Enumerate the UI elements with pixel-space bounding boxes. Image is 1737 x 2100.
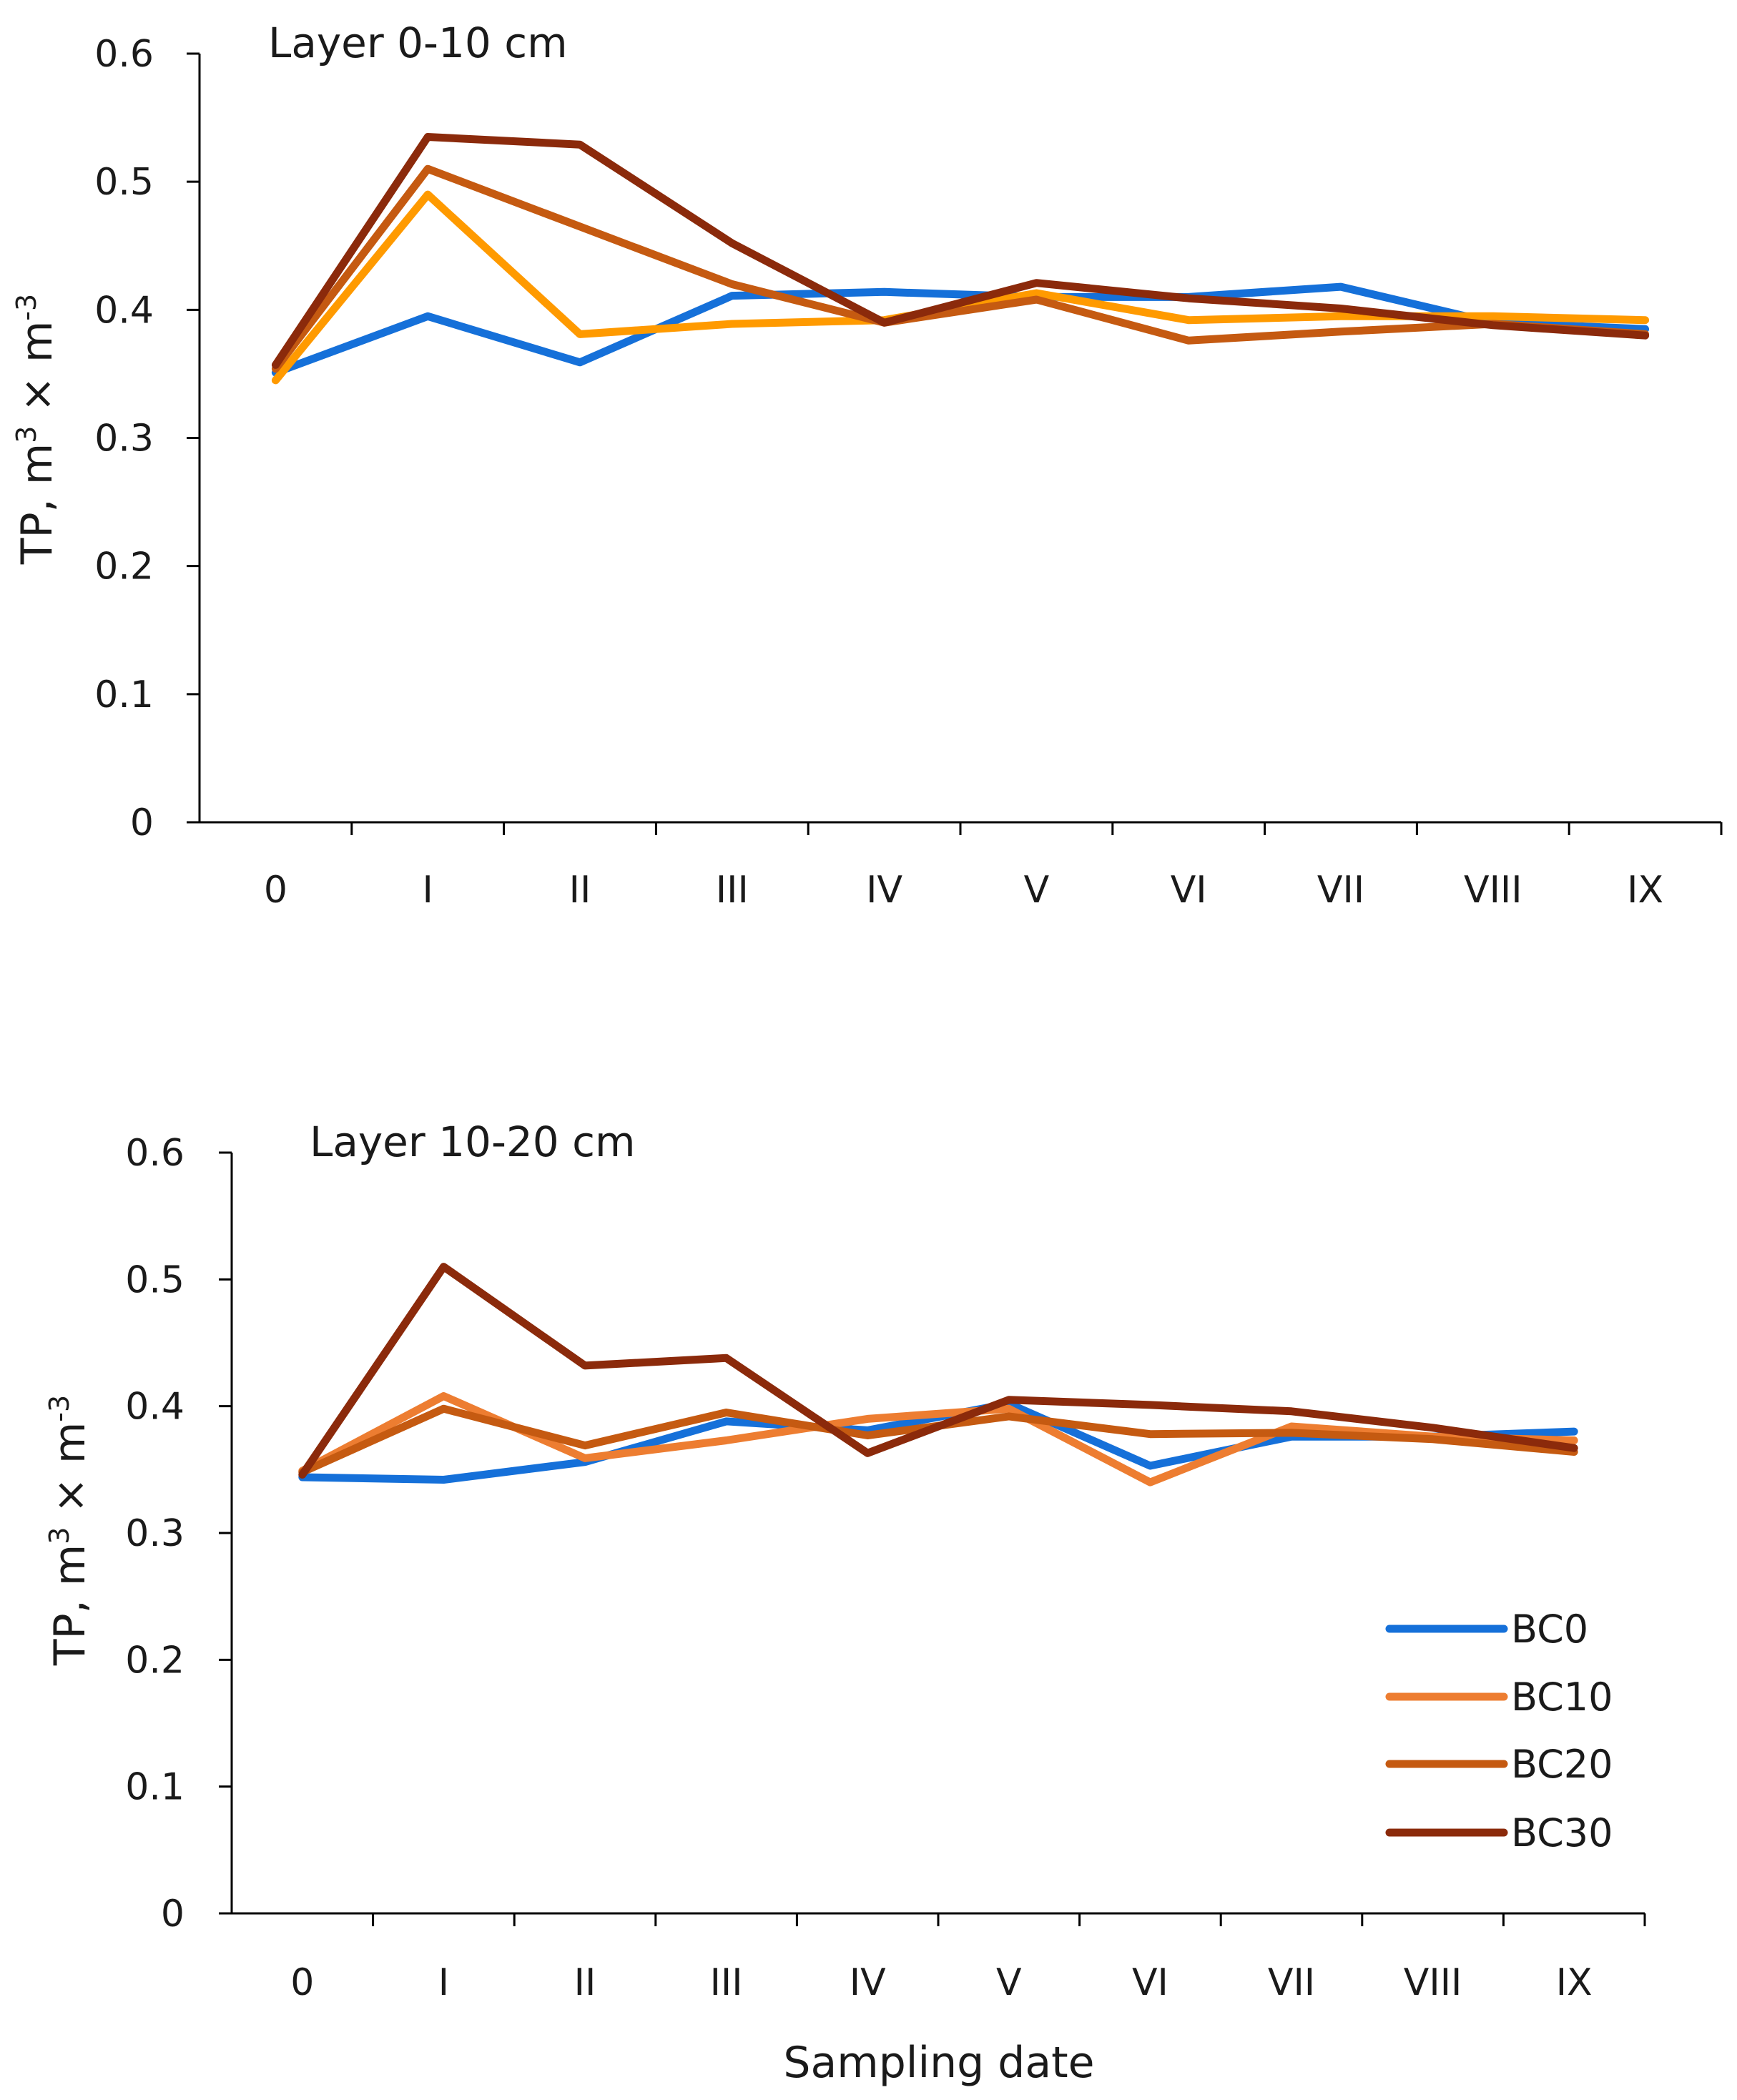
- series-line-bc0: [271, 282, 1650, 377]
- y-tick-label: 0.5: [94, 161, 154, 204]
- x-tick-label: VI: [1171, 869, 1207, 912]
- axes: 00.10.20.30.40.50.60 I II III IV V VI VII VIII IX: [94, 33, 1723, 912]
- legend-label-bc30: BC30: [1511, 1810, 1613, 1855]
- y-tick-label: 0: [130, 802, 154, 844]
- series-line-bc20: [271, 164, 1650, 373]
- legend-label-bc20: BC20: [1511, 1742, 1613, 1787]
- x-tick-label: II: [574, 1961, 596, 2004]
- x-tick-label: V: [996, 1961, 1022, 2004]
- x-tick-label: IX: [1627, 869, 1663, 912]
- x-tick-label: VII: [1317, 869, 1364, 912]
- y-tick-label: 0.6: [125, 1132, 184, 1175]
- x-tick-label: IV: [866, 869, 902, 912]
- axes: 00.10.20.30.40.50.60 I II III IV V VI VII VIII IX: [125, 1132, 1646, 2004]
- y-tick-label: 0.5: [125, 1258, 184, 1301]
- x-tick-label: IV: [850, 1961, 886, 2004]
- legend: BC0 BC10 BC20 BC30: [1385, 1607, 1613, 1855]
- x-tick-label: III: [710, 1961, 743, 2004]
- y-tick-label: 0.2: [94, 546, 154, 588]
- x-tick-label: VIII: [1404, 1961, 1462, 2004]
- y-tick-label: 0: [161, 1893, 184, 1936]
- series-line-bc10: [271, 190, 1650, 385]
- panel-layer-0-10: Layer 0-10 cm TP, m3 × m-3 0 0.1 0.2 0.3 0.4…: [11, 19, 1723, 912]
- series-line-bc30: [298, 1263, 1578, 1479]
- panel-title: Layer 0-10 cm: [268, 19, 568, 67]
- series-line-bc30: [271, 133, 1650, 369]
- y-tick-label: 0.2: [125, 1639, 184, 1682]
- x-tick-label: III: [716, 869, 749, 912]
- y-tick-label: 0.1: [94, 674, 154, 716]
- x-tick-label: 0: [290, 1961, 314, 2004]
- y-tick-label: 0.1: [125, 1766, 184, 1809]
- x-tick-label: IX: [1556, 1961, 1593, 2004]
- x-axis-title: Sampling date: [783, 2038, 1094, 2088]
- y-tick-label: 0.6: [94, 33, 154, 76]
- x-tick-label: V: [1024, 869, 1050, 912]
- y-axis-title: TP, m3 × m-3: [44, 1395, 95, 1666]
- x-tick-label: VIII: [1464, 869, 1522, 912]
- y-axis-title: TP, m3 × m-3: [11, 294, 62, 565]
- y-tick-label: 0.4: [125, 1386, 184, 1429]
- legend-label-bc10: BC10: [1511, 1675, 1613, 1720]
- legend-label-bc0: BC0: [1511, 1607, 1588, 1652]
- x-tick-label: II: [569, 869, 591, 912]
- x-tick-label: VII: [1268, 1961, 1315, 2004]
- y-tick-label: 0.3: [125, 1512, 184, 1555]
- y-tick-label: 0.3: [94, 418, 154, 460]
- panel-title: Layer 10-20 cm: [310, 1118, 636, 1166]
- x-tick-label: I: [423, 869, 433, 912]
- x-tick-label: 0: [264, 869, 287, 912]
- y-tick-label: 0.4: [94, 289, 154, 332]
- x-tick-label: I: [438, 1961, 449, 2004]
- x-tick-label: VI: [1132, 1961, 1168, 2004]
- panel-layer-10-20: Layer 10-20 cm TP, m3 × m-3 Sampling dat…: [44, 1118, 1646, 2088]
